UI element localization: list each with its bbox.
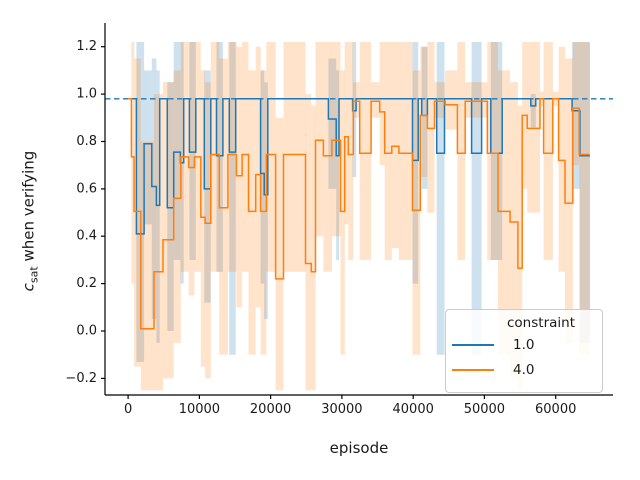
x-tick-label: 50000 (464, 402, 505, 417)
x-tick-label: 0 (124, 402, 132, 417)
step-line-4.0 (128, 98, 590, 330)
legend-title: constraint (507, 315, 575, 331)
legend-entry-label: 1.0 (513, 336, 535, 353)
x-tick-label: 10000 (179, 402, 220, 417)
y-axis-label-subscript: sat (27, 266, 41, 284)
y-tick-label: 1.2 (76, 39, 97, 54)
y-tick-label: 0.2 (76, 276, 97, 291)
x-tick-label: 60000 (535, 402, 576, 417)
legend-line-swatch-orange (452, 368, 494, 371)
legend-entry-label: 4.0 (513, 361, 535, 378)
legend-line-swatch-blue (452, 343, 494, 346)
y-tick-label: 0.8 (76, 134, 97, 149)
legend-entry-constraint-4: 4.0 (446, 357, 602, 382)
y-axis-label-rest: when verifying (19, 150, 38, 267)
y-tick-label: 1.0 (76, 87, 97, 102)
x-axis-label: episode (329, 439, 389, 457)
legend-entry-constraint-1: 1.0 (446, 332, 602, 357)
legend: constraint 1.0 4.0 (445, 309, 603, 393)
x-tick-label: 40000 (393, 402, 434, 417)
y-tick-label: −0.2 (65, 371, 97, 386)
x-tick-label: 20000 (250, 402, 291, 417)
x-tick-label: 30000 (321, 402, 362, 417)
y-tick-label: 0.6 (76, 181, 97, 196)
y-axis-label: csat when verifying (20, 151, 41, 292)
y-axis-label-variable: c (19, 283, 38, 292)
y-tick-label: 0.4 (76, 229, 97, 244)
confidence-band-4.0 (131, 42, 590, 391)
y-tick-label: 0.0 (76, 324, 97, 339)
